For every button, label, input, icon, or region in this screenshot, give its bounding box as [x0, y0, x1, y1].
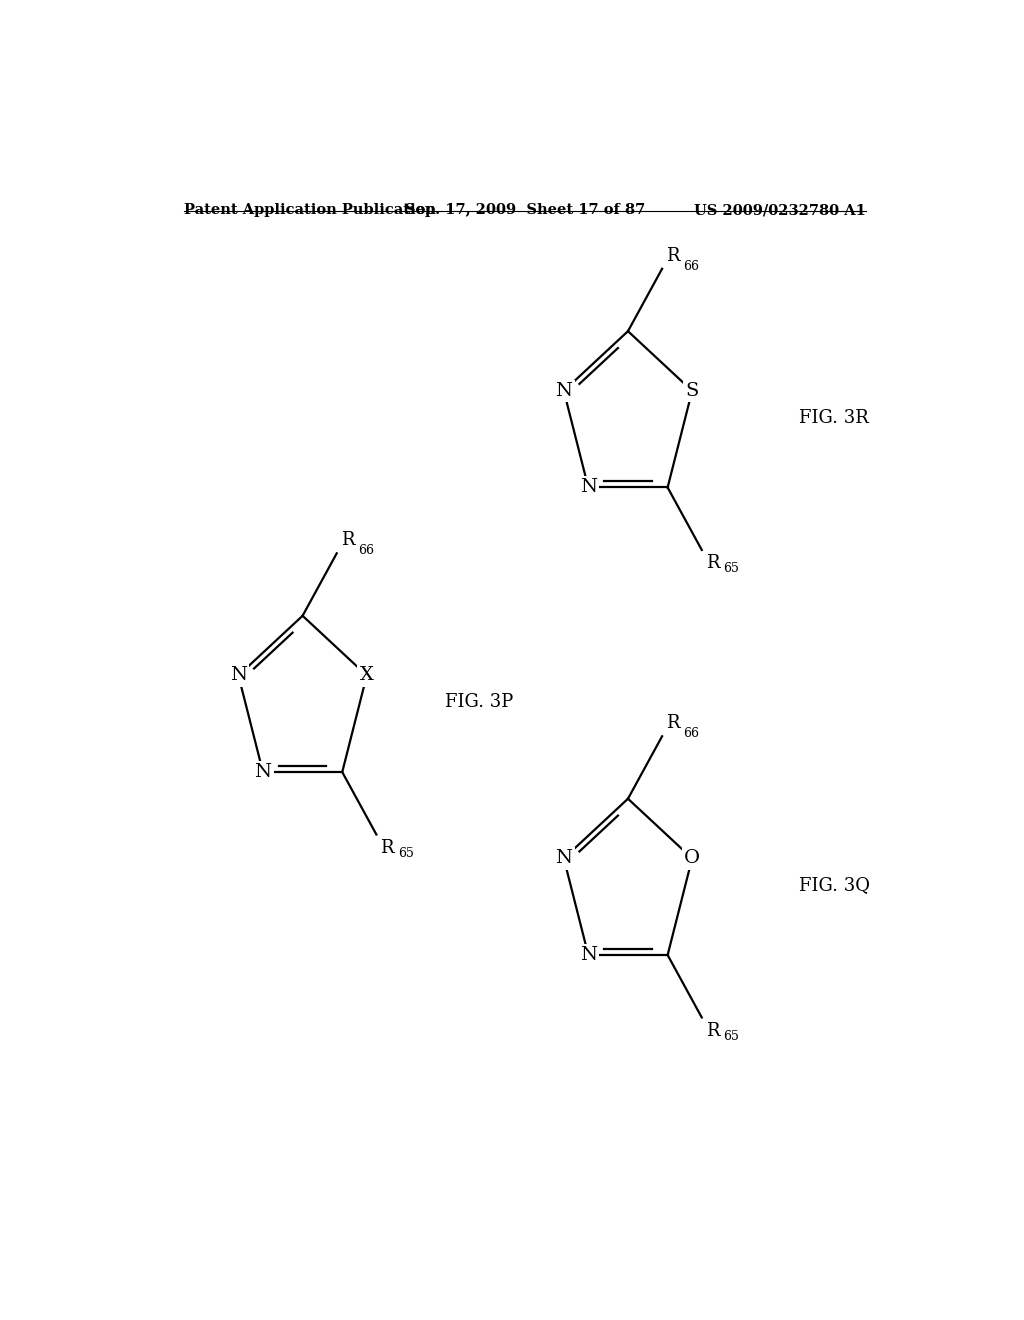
Text: N: N [555, 381, 572, 400]
Text: N: N [254, 763, 271, 781]
Text: R: R [341, 531, 354, 549]
Text: R: R [666, 714, 680, 733]
Text: S: S [685, 381, 698, 400]
Text: 66: 66 [684, 260, 699, 273]
Text: Patent Application Publication: Patent Application Publication [183, 203, 435, 216]
Text: N: N [555, 850, 572, 867]
Text: Sep. 17, 2009  Sheet 17 of 87: Sep. 17, 2009 Sheet 17 of 87 [404, 203, 645, 216]
Text: X: X [359, 667, 374, 685]
Text: 65: 65 [397, 846, 414, 859]
Text: US 2009/0232780 A1: US 2009/0232780 A1 [694, 203, 866, 216]
Text: R: R [666, 247, 680, 265]
Text: R: R [706, 1022, 719, 1040]
Text: R: R [706, 554, 719, 572]
Text: 66: 66 [684, 727, 699, 741]
Text: O: O [684, 850, 700, 867]
Text: 65: 65 [723, 1030, 739, 1043]
Text: N: N [230, 667, 247, 685]
Text: R: R [380, 838, 394, 857]
Text: FIG. 3Q: FIG. 3Q [799, 876, 869, 894]
Text: FIG. 3R: FIG. 3R [799, 409, 868, 426]
Text: FIG. 3P: FIG. 3P [445, 693, 514, 711]
Text: 65: 65 [723, 562, 739, 576]
Text: N: N [580, 946, 597, 964]
Text: N: N [580, 478, 597, 496]
Text: 66: 66 [358, 544, 374, 557]
